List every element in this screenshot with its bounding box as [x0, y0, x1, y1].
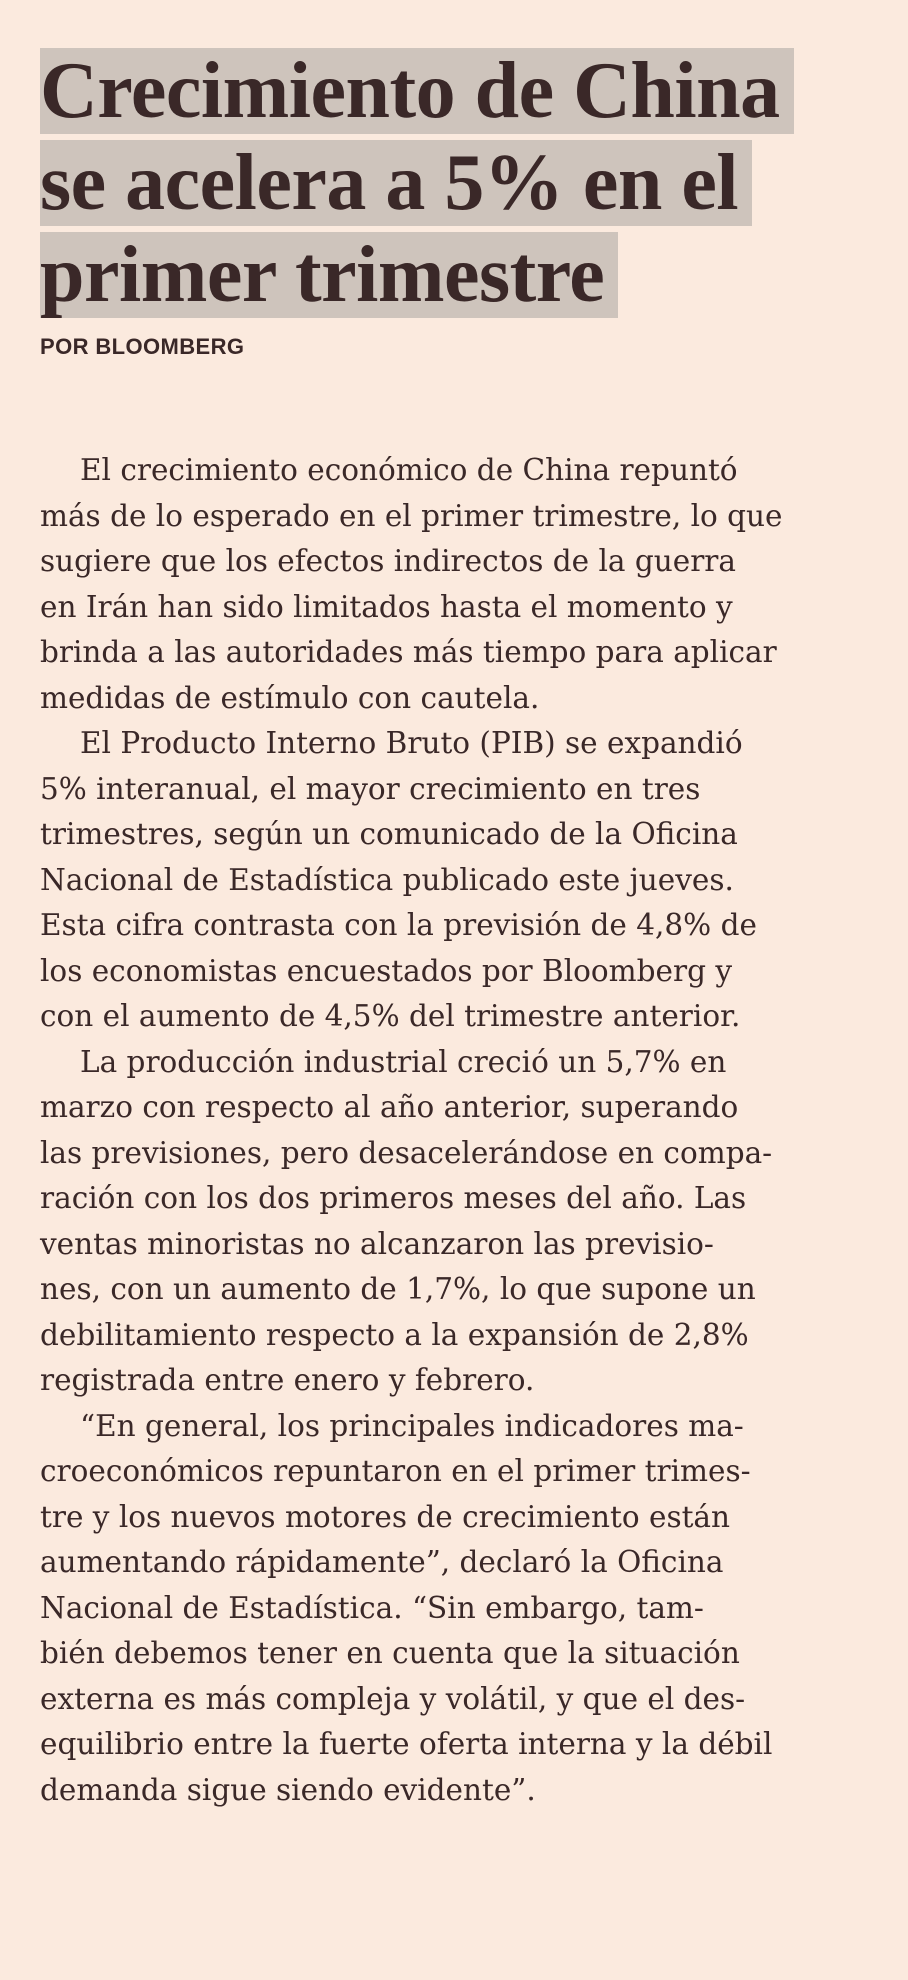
headline: Crecimiento de China se acelera a 5% en …: [40, 42, 794, 318]
headline-line: primer trimestre: [40, 232, 619, 318]
text-line: más de lo esperado en el primer trimestr…: [40, 498, 783, 533]
text-line: El Producto Interno Bruto (PIB) se expan…: [80, 726, 743, 760]
text-line: los economistas encuestados por Bloomber…: [40, 953, 732, 988]
text-line: sugiere que los efectos indirectos de la…: [40, 544, 736, 578]
text-line: tre y los nuevos motores de crecimiento …: [40, 1499, 731, 1534]
text-line: Nacional de Estadística publicado este j…: [40, 862, 734, 897]
byline: POR BLOOMBERG: [40, 334, 245, 359]
text-line: demanda sigue siendo evidente”.: [40, 1772, 536, 1807]
article-body: El crecimiento económico de China repunt…: [40, 448, 890, 1813]
text-line: trimestres, según un comunicado de la Of…: [40, 817, 738, 851]
text-line: en Irán han sido limitados hasta el mome…: [40, 589, 733, 624]
text-line: aumentando rápidamente”, declaró la Ofic…: [40, 1545, 724, 1579]
text-line: registrada entre enero y febrero.: [40, 1363, 535, 1397]
text-line: La producción industrial creció un 5,7% …: [80, 1044, 727, 1079]
text-line: equilibrio entre la fuerte oferta intern…: [40, 1727, 773, 1761]
text-line: con el aumento de 4,5% del trimestre ant…: [40, 999, 741, 1033]
paragraph: “En general, los principales indicadores…: [40, 1404, 890, 1814]
text-line: “En general, los principales indicadores…: [80, 1408, 744, 1443]
text-line: debilitamiento respecto a la expansión d…: [40, 1317, 749, 1352]
paragraph: La producción industrial creció un 5,7% …: [40, 1040, 890, 1404]
paragraph: El crecimiento económico de China repunt…: [40, 448, 890, 721]
text-line: nes, con un aumento de 1,7%, lo que supo…: [40, 1272, 756, 1306]
text-line: El crecimiento económico de China repunt…: [80, 453, 738, 487]
text-line: ración con los dos primeros meses del añ…: [40, 1181, 747, 1215]
text-line: medidas de estímulo con cautela.: [40, 680, 540, 715]
headline-line: se acelera a 5% en el: [40, 140, 753, 226]
text-line: Nacional de Estadística. “Sin embargo, t…: [40, 1590, 704, 1625]
paragraph: El Producto Interno Bruto (PIB) se expan…: [40, 721, 890, 1040]
text-line: marzo con respecto al año anterior, supe…: [40, 1090, 739, 1124]
text-line: ventas minoristas no alcanzaron las prev…: [40, 1226, 714, 1261]
text-line: croeconómicos repuntaron en el primer tr…: [40, 1454, 751, 1488]
text-line: 5% interanual, el mayor crecimiento en t…: [40, 771, 701, 806]
headline-line: Crecimiento de China: [40, 48, 794, 134]
text-line: Esta cifra contrasta con la previsión de…: [40, 908, 757, 942]
text-line: bién debemos tener en cuenta que la situ…: [40, 1636, 740, 1670]
text-line: externa es más compleja y volátil, y que…: [40, 1681, 746, 1716]
text-line: las previsiones, pero desacelerándose en…: [40, 1135, 773, 1170]
text-line: brinda a las autoridades más tiempo para…: [40, 635, 777, 669]
